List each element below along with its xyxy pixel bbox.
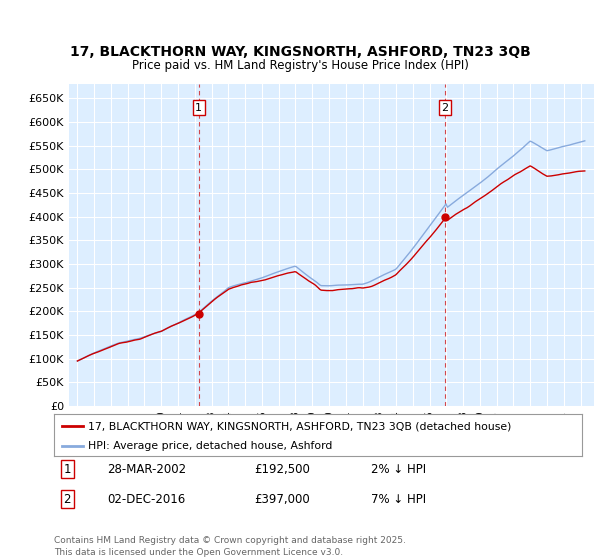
Text: 1: 1 [195,102,202,113]
Text: 17, BLACKTHORN WAY, KINGSNORTH, ASHFORD, TN23 3QB: 17, BLACKTHORN WAY, KINGSNORTH, ASHFORD,… [70,45,530,59]
Text: 2: 2 [64,492,71,506]
Text: 2: 2 [442,102,449,113]
Text: 17, BLACKTHORN WAY, KINGSNORTH, ASHFORD, TN23 3QB (detached house): 17, BLACKTHORN WAY, KINGSNORTH, ASHFORD,… [88,421,512,431]
Text: Price paid vs. HM Land Registry's House Price Index (HPI): Price paid vs. HM Land Registry's House … [131,59,469,72]
Text: £397,000: £397,000 [254,492,310,506]
Text: Contains HM Land Registry data © Crown copyright and database right 2025.
This d: Contains HM Land Registry data © Crown c… [54,536,406,557]
Text: 28-MAR-2002: 28-MAR-2002 [107,463,186,476]
Text: 2% ↓ HPI: 2% ↓ HPI [371,463,426,476]
Text: £192,500: £192,500 [254,463,311,476]
Text: 02-DEC-2016: 02-DEC-2016 [107,492,185,506]
Text: 7% ↓ HPI: 7% ↓ HPI [371,492,426,506]
Text: HPI: Average price, detached house, Ashford: HPI: Average price, detached house, Ashf… [88,441,332,451]
Text: 1: 1 [64,463,71,476]
